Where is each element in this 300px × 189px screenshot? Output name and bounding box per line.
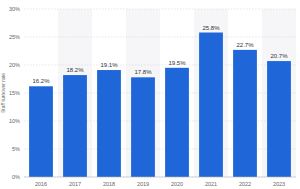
- y-tick-label: 0%: [12, 174, 20, 180]
- y-tick-label: 15%: [9, 90, 20, 96]
- x-tick-label: 2021: [205, 181, 217, 187]
- data-label: 16.2%: [32, 78, 50, 84]
- grid-line: [24, 37, 296, 38]
- bar: [267, 61, 291, 177]
- bars: [29, 33, 291, 177]
- y-axis-label: Staff turnover rate: [0, 73, 6, 113]
- bar: [29, 86, 53, 177]
- bar: [63, 75, 87, 177]
- data-label: 18.2%: [66, 67, 84, 73]
- column-band: [262, 9, 296, 177]
- bar: [165, 68, 189, 177]
- bar: [131, 77, 155, 177]
- data-label: 19.5%: [168, 60, 186, 66]
- y-tick-label: 30%: [9, 6, 20, 12]
- y-tick-label: 5%: [12, 146, 20, 152]
- x-tick-label: 2019: [137, 181, 149, 187]
- bar: [233, 50, 257, 177]
- x-tick-label: 2016: [35, 181, 47, 187]
- column-band: [194, 9, 228, 177]
- x-tick-label: 2023: [273, 181, 285, 187]
- data-label: 19.1%: [100, 62, 118, 68]
- x-axis-line: [24, 177, 296, 178]
- y-tick-label: 20%: [9, 62, 20, 68]
- x-tick-label: 2022: [239, 181, 251, 187]
- data-label: 22.7%: [236, 42, 254, 48]
- bar: [97, 70, 121, 177]
- grid-line: [24, 9, 296, 10]
- data-label: 17.8%: [134, 69, 152, 75]
- chart: 0% 5% 10% 15% 20% 25% 30% Staff turnover rate 16…: [0, 0, 300, 189]
- x-tick-label: 2018: [103, 181, 115, 187]
- y-tick-label: 10%: [9, 118, 20, 124]
- column-band: [58, 9, 92, 177]
- bar: [199, 33, 223, 177]
- data-label: 20.7%: [270, 53, 288, 59]
- column-band: [126, 9, 160, 177]
- x-tick-label: 2020: [171, 181, 183, 187]
- data-label: 25.8%: [202, 25, 220, 31]
- x-tick-label: 2017: [69, 181, 81, 187]
- y-tick-label: 25%: [9, 34, 20, 40]
